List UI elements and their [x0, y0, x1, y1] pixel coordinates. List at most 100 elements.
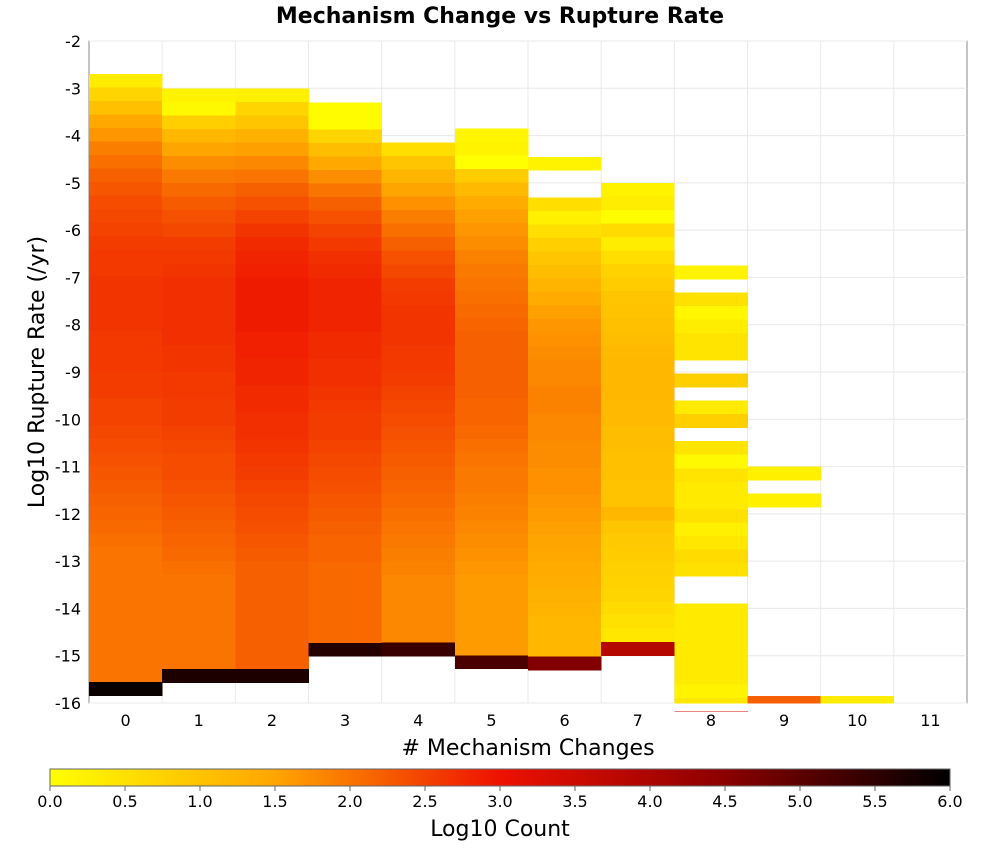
- heatmap-cell: [528, 373, 602, 387]
- heatmap-cell: [454, 547, 529, 562]
- heatmap-cell: [674, 346, 748, 361]
- heatmap-cell: [528, 345, 602, 360]
- heatmap-cell: [235, 277, 309, 292]
- heatmap-cell: [528, 413, 602, 428]
- heatmap-cell: [674, 616, 748, 631]
- heatmap-cell: [601, 223, 675, 238]
- heatmap-cell: [89, 87, 163, 102]
- y-tick-label: -14: [55, 599, 81, 618]
- heatmap-cell: [528, 386, 602, 401]
- heatmap-cell: [454, 169, 529, 183]
- heatmap-cell: [308, 170, 382, 184]
- heatmap-cell: [235, 493, 309, 508]
- heatmap-cell: [381, 372, 456, 387]
- heatmap-cell: [381, 156, 456, 170]
- heatmap-cell: [308, 386, 382, 400]
- heatmap-cell: [381, 358, 456, 373]
- heatmap-cell: [89, 668, 163, 683]
- heatmap-cell: [308, 507, 382, 522]
- heatmap-cell: [528, 467, 602, 482]
- heatmap-cell: [528, 237, 602, 252]
- heatmap-cell: [235, 385, 309, 400]
- heatmap-cell: [162, 317, 236, 332]
- heatmap-cell: [454, 371, 529, 386]
- heatmap-cell: [162, 615, 236, 629]
- y-tick-label: -3: [65, 79, 81, 98]
- heatmap-cell: [162, 250, 236, 265]
- heatmap-cell: [89, 479, 163, 494]
- heatmap-cell: [381, 426, 456, 441]
- heatmap-cell: [747, 696, 821, 704]
- heatmap-cell: [308, 467, 382, 482]
- heatmap-cell: [528, 210, 602, 225]
- heatmap-cell: [308, 440, 382, 455]
- heatmap-cell: [454, 479, 529, 494]
- heatmap-cell: [162, 101, 236, 116]
- heatmap-cell: [235, 317, 309, 332]
- heatmap-cell: [381, 547, 456, 562]
- heatmap-cell: [89, 384, 163, 399]
- heatmap-cell: [747, 466, 821, 481]
- colorbar-tick-label: 1.5: [262, 792, 287, 811]
- heatmap-cell: [308, 278, 382, 292]
- y-axis-ticks: -2 -3 -4 -5 -6 -7 -8 -9 -10 -11 -12 -13 -14 -15 -16: [55, 32, 81, 713]
- heatmap-cell: [454, 128, 529, 143]
- heatmap-cell: [308, 642, 382, 657]
- heatmap-cell: [235, 250, 309, 265]
- heatmap-cell: [235, 669, 309, 684]
- colorbar-tick-label: 3.5: [562, 792, 587, 811]
- x-tick-label: 8: [706, 711, 716, 730]
- heatmap-cell: [162, 399, 236, 413]
- heatmap-cell: [454, 628, 529, 643]
- heatmap-cell: [308, 237, 382, 252]
- y-tick-label: -9: [65, 363, 81, 382]
- heatmap-cell: [162, 574, 236, 589]
- heatmap-cell: [235, 534, 309, 548]
- heatmap-cell: [89, 317, 163, 332]
- heatmap-cell: [235, 507, 309, 521]
- colorbar-tick-label: 4.5: [712, 792, 737, 811]
- y-tick-label: -13: [55, 552, 81, 571]
- heatmap-cell: [454, 412, 529, 426]
- colorbar-tick-label: 1.0: [187, 792, 212, 811]
- x-tick-label: 6: [559, 711, 569, 730]
- heatmap-cell: [308, 224, 382, 238]
- heatmap-cell: [381, 629, 456, 643]
- heatmap-cell: [528, 427, 602, 441]
- heatmap-cell: [89, 560, 163, 575]
- heatmap-cell: [601, 331, 675, 346]
- heatmap-cell: [89, 114, 163, 129]
- heatmap-cell: [89, 682, 163, 696]
- heatmap-cell: [528, 535, 602, 549]
- colorbar: [49, 768, 951, 787]
- y-tick-label: -4: [65, 127, 81, 146]
- heatmap-cell: [308, 345, 382, 360]
- heatmap-cell: [674, 373, 748, 388]
- heatmap-cell: [454, 182, 529, 197]
- heatmap-cell: [89, 411, 163, 426]
- heatmap-cell: [89, 290, 163, 305]
- heatmap-cell: [381, 291, 456, 306]
- heatmap-cell: [162, 480, 236, 494]
- heatmap-cell: [601, 642, 675, 656]
- heatmap-cell: [162, 601, 236, 616]
- heatmap-cell: [89, 641, 163, 656]
- heatmap-cell: [162, 547, 236, 562]
- heatmap-cell: [674, 292, 748, 307]
- heatmap-cell: [162, 358, 236, 373]
- heatmap-cell: [162, 534, 236, 548]
- heatmap-cell: [89, 398, 163, 413]
- heatmap-cell: [381, 250, 456, 265]
- heatmap-cell: [162, 520, 236, 535]
- heatmap-cell: [162, 385, 236, 400]
- heatmap-cell: [308, 264, 382, 279]
- heatmap-cell: [528, 359, 602, 374]
- heatmap-cell: [528, 264, 602, 279]
- heatmap-cell: [162, 331, 236, 346]
- heatmap-cell: [381, 412, 456, 427]
- heatmap-cell: [162, 628, 236, 643]
- heatmap-cell: [235, 88, 309, 103]
- heatmap-cell: [89, 627, 163, 642]
- heatmap-cell: [308, 102, 382, 117]
- heatmap-cell: [308, 453, 382, 468]
